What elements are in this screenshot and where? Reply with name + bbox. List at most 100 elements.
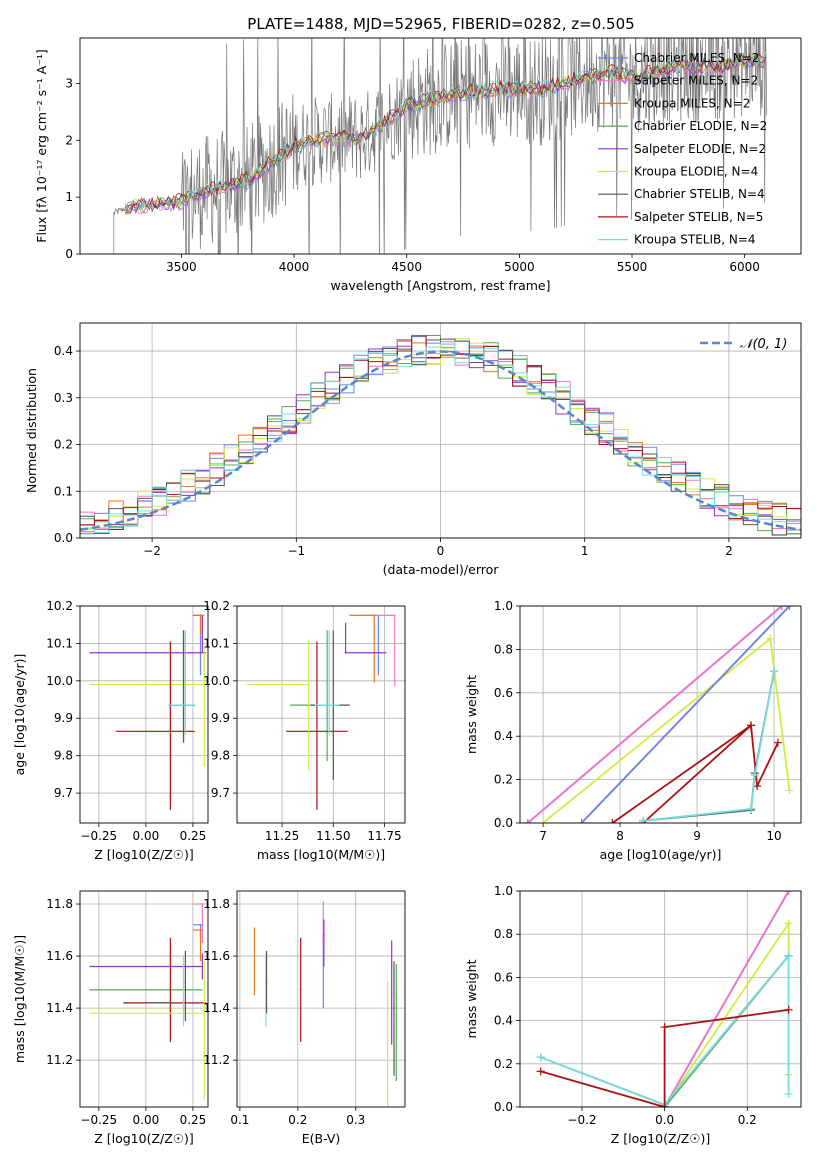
y-tick-label: 10.2: [203, 599, 230, 613]
y-tick-label: 10.1: [203, 636, 230, 650]
x-axis-label: Z [log10(Z/Z☉)]: [94, 1131, 194, 1146]
mass-vs-Z-axes: −0.25 0.00 0.25 11.2 11.4 11.6 11.8: [46, 891, 208, 1127]
data-point: [169, 730, 172, 733]
age-vs-mass-frame: [236, 605, 406, 824]
y-tick-label: 0.4: [494, 729, 513, 743]
data-point: [182, 986, 185, 989]
data-point: [393, 1007, 395, 1009]
residuals-legend: 𝒩(0, 1): [700, 337, 787, 352]
weight-line-salpeter_stelib: [611, 723, 779, 823]
weight-marker: [536, 1067, 545, 1076]
data-point: [299, 989, 302, 991]
weight-line-chabrier_stelib: [643, 670, 775, 822]
x-tick-label: 11.50: [316, 829, 350, 843]
x-axis-label: age [log10(age/yr)]: [600, 847, 722, 862]
y-tick-label: 11.2: [46, 1053, 73, 1067]
weight-marker: [784, 891, 793, 895]
y-tick-label: 11.4: [203, 1001, 230, 1015]
x-tick-label: 0.00: [133, 1113, 160, 1127]
x-tick-label: 0.3: [346, 1113, 365, 1127]
weight-marker: [785, 786, 794, 795]
y-tick-label: 0.6: [494, 686, 513, 700]
legend-label-salpeter_elodie: Salpeter ELODIE, N=2: [634, 142, 766, 156]
y-tick-label: 10.2: [46, 599, 73, 613]
weight-vs-Z-frame: [519, 890, 802, 1108]
y-tick-label: 0.4: [494, 1014, 513, 1028]
data-point: [184, 704, 187, 706]
data-point: [373, 614, 376, 617]
weight-line-salpeter_miles: [663, 891, 790, 1107]
data-point: [145, 651, 147, 654]
data-point: [390, 991, 393, 994]
mass-vs-ebv-frame: [236, 890, 406, 1108]
mass-vs-Z-frame: [79, 890, 209, 1108]
y-tick-label: 0.2: [494, 1057, 513, 1071]
x-tick-label: 5000: [504, 260, 535, 274]
y-tick-label: 1: [65, 190, 73, 204]
weight-line-kroupa_elodie: [663, 920, 790, 1107]
weight-line-salpeter_miles: [527, 606, 783, 823]
weight-marker: [773, 738, 782, 747]
model-line-kroupa_stelib: [124, 51, 767, 211]
y-tick-label: 0: [65, 247, 73, 261]
spectrum-frame: [79, 37, 802, 255]
y-tick-label: 9.7: [54, 786, 73, 800]
y-tick-label: 10.0: [203, 674, 230, 688]
weight-marker: [784, 1090, 793, 1099]
weight-vs-age-frame: [519, 605, 802, 824]
data-point: [199, 924, 202, 926]
x-tick-label: 7: [539, 829, 547, 843]
weight-line-chabrier_miles: [580, 606, 791, 823]
weight-marker: [784, 951, 793, 960]
y-axis-label: Flux [fλ 10⁻¹⁷ erg cm⁻² s⁻¹ A⁻¹]: [34, 49, 49, 242]
x-tick-label: 0.25: [180, 1113, 207, 1127]
figure-title: PLATE=1488, MJD=52965, FIBERID=0282, z=0…: [247, 15, 634, 33]
y-tick-label: 9.9: [54, 711, 73, 725]
legend-label-salpeter_miles: Salpeter MILES, N=2: [634, 74, 758, 88]
mass-vs-ebv-plot: [253, 901, 398, 1107]
x-tick-label: −0.25: [80, 829, 117, 843]
y-tick-label: 0.0: [54, 531, 73, 545]
y-axis-label: age [log10(age/yr)]: [12, 654, 27, 776]
age-vs-Z-plot: [89, 614, 207, 810]
x-tick-label: 10: [766, 829, 781, 843]
legend-label-chabrier_miles: Chabrier MILES, N=2: [634, 51, 759, 65]
data-point: [145, 965, 147, 968]
data-point: [145, 683, 147, 686]
y-tick-label: 9.8: [211, 749, 230, 763]
y-tick-label: 1.0: [494, 884, 513, 898]
x-tick-label: 0.2: [288, 1113, 307, 1127]
x-tick-label: 0.00: [133, 829, 160, 843]
data-point: [344, 651, 347, 654]
y-tick-label: 0.2: [494, 773, 513, 787]
data-point: [393, 614, 396, 617]
y-tick-label: 11.8: [203, 897, 230, 911]
weight-vs-Z-plot: [536, 891, 793, 1107]
x-tick-label: 3500: [166, 260, 197, 274]
weight-marker: [608, 819, 617, 823]
x-tick-label: 0: [437, 544, 445, 558]
x-tick-label: −1: [287, 544, 305, 558]
data-point: [395, 1020, 398, 1022]
data-point: [145, 1002, 147, 1004]
data-point: [145, 1012, 147, 1015]
age-vs-mass-plot: [247, 614, 396, 810]
weight-line-kroupa_stelib: [643, 670, 775, 822]
legend-label-chabrier_stelib: Chabrier STELIB, N=4: [634, 187, 765, 201]
y-tick-label: 11.6: [46, 949, 73, 963]
legend-label-normal: 𝒩(0, 1): [740, 337, 787, 352]
x-tick-label: 0.25: [180, 829, 207, 843]
y-tick-label: 9.9: [211, 711, 230, 725]
x-axis-label: E(B-V): [302, 1131, 341, 1146]
y-tick-label: 0.8: [494, 927, 513, 941]
y-tick-label: 2: [65, 133, 73, 147]
residuals-frame: [79, 322, 802, 539]
age-vs-Z-frame: [79, 605, 209, 824]
weight-line-salpeter_stelib: [540, 1008, 789, 1107]
weight-marker: [539, 819, 548, 823]
data-point: [201, 965, 204, 968]
x-tick-label: −0.25: [80, 1113, 117, 1127]
weight-marker: [770, 667, 779, 676]
y-tick-label: 9.7: [211, 786, 230, 800]
